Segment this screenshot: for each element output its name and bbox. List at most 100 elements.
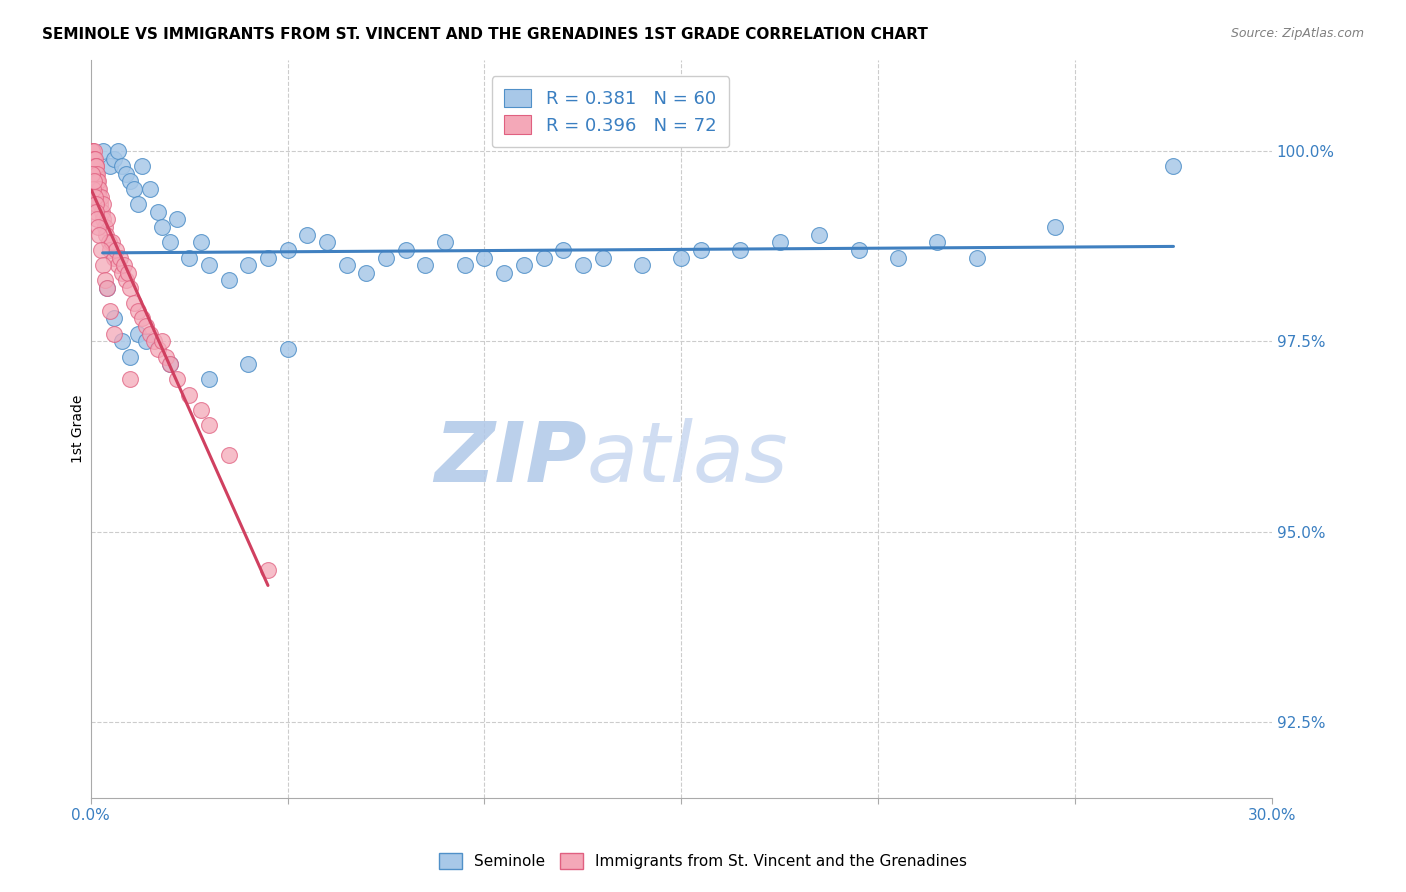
Point: [90, 243, 112, 257]
Point: [94, 227, 117, 242]
Point: [89, 189, 111, 203]
Point: [93, 220, 115, 235]
Point: [115, 273, 138, 287]
Point: [730, 243, 752, 257]
Point: [375, 251, 398, 265]
Point: [848, 243, 870, 257]
Point: [87, 182, 110, 196]
Point: [83, 189, 105, 203]
Point: [131, 159, 153, 173]
Point: [631, 258, 654, 272]
Point: [553, 243, 575, 257]
Point: [1045, 220, 1067, 235]
Point: [103, 311, 125, 326]
Point: [127, 197, 149, 211]
Point: [100, 243, 122, 257]
Point: [166, 212, 188, 227]
Point: [277, 342, 299, 356]
Point: [122, 182, 145, 196]
Point: [84, 197, 107, 211]
Point: [671, 251, 693, 265]
Point: [96, 212, 118, 227]
Point: [533, 251, 555, 265]
Point: [103, 251, 125, 265]
Point: [238, 357, 260, 371]
Point: [83, 144, 105, 158]
Point: [87, 227, 110, 242]
Point: [111, 266, 134, 280]
Point: [83, 159, 105, 173]
Point: [101, 235, 124, 250]
Point: [82, 167, 104, 181]
Point: [127, 303, 149, 318]
Point: [159, 357, 181, 371]
Point: [316, 235, 339, 250]
Point: [84, 167, 107, 181]
Point: [122, 296, 145, 310]
Point: [90, 189, 112, 203]
Point: [103, 326, 125, 341]
Text: ZIP: ZIP: [434, 417, 586, 499]
Point: [238, 258, 260, 272]
Point: [100, 303, 122, 318]
Point: [198, 372, 221, 386]
Point: [107, 144, 129, 158]
Text: Source: ZipAtlas.com: Source: ZipAtlas.com: [1230, 27, 1364, 40]
Point: [93, 273, 115, 287]
Point: [120, 372, 142, 386]
Point: [83, 174, 105, 188]
Point: [83, 152, 105, 166]
Point: [808, 227, 831, 242]
Point: [142, 334, 165, 349]
Point: [135, 334, 157, 349]
Point: [127, 326, 149, 341]
Point: [257, 251, 280, 265]
Point: [159, 357, 181, 371]
Point: [135, 319, 157, 334]
Point: [80, 144, 103, 158]
Point: [513, 258, 536, 272]
Point: [166, 372, 188, 386]
Text: SEMINOLE VS IMMIGRANTS FROM ST. VINCENT AND THE GRENADINES 1ST GRADE CORRELATION: SEMINOLE VS IMMIGRANTS FROM ST. VINCENT …: [42, 27, 928, 42]
Point: [297, 227, 319, 242]
Point: [84, 152, 107, 166]
Point: [107, 258, 129, 272]
Point: [89, 197, 111, 211]
Point: [80, 144, 103, 158]
Point: [82, 152, 104, 166]
Point: [395, 243, 418, 257]
Point: [96, 281, 118, 295]
Point: [927, 235, 949, 250]
Point: [112, 258, 135, 272]
Point: [454, 258, 477, 272]
Point: [336, 258, 359, 272]
Point: [572, 258, 595, 272]
Point: [103, 152, 125, 166]
Point: [434, 235, 457, 250]
Point: [474, 251, 496, 265]
Y-axis label: 1st Grade: 1st Grade: [72, 394, 86, 463]
Point: [198, 417, 221, 432]
Point: [105, 243, 128, 257]
Legend: Seminole, Immigrants from St. Vincent and the Grenadines: Seminole, Immigrants from St. Vincent an…: [433, 847, 973, 875]
Point: [90, 205, 112, 219]
Point: [966, 251, 988, 265]
Point: [198, 258, 221, 272]
Point: [87, 182, 110, 196]
Point: [1163, 159, 1185, 173]
Point: [159, 235, 181, 250]
Point: [91, 258, 114, 272]
Point: [86, 167, 108, 181]
Point: [87, 220, 110, 235]
Point: [91, 197, 114, 211]
Point: [120, 174, 142, 188]
Point: [86, 174, 108, 188]
Point: [87, 174, 110, 188]
Point: [82, 182, 104, 196]
Point: [150, 220, 173, 235]
Text: atlas: atlas: [586, 417, 789, 499]
Point: [96, 281, 118, 295]
Point: [494, 266, 516, 280]
Point: [131, 311, 153, 326]
Point: [100, 159, 122, 173]
